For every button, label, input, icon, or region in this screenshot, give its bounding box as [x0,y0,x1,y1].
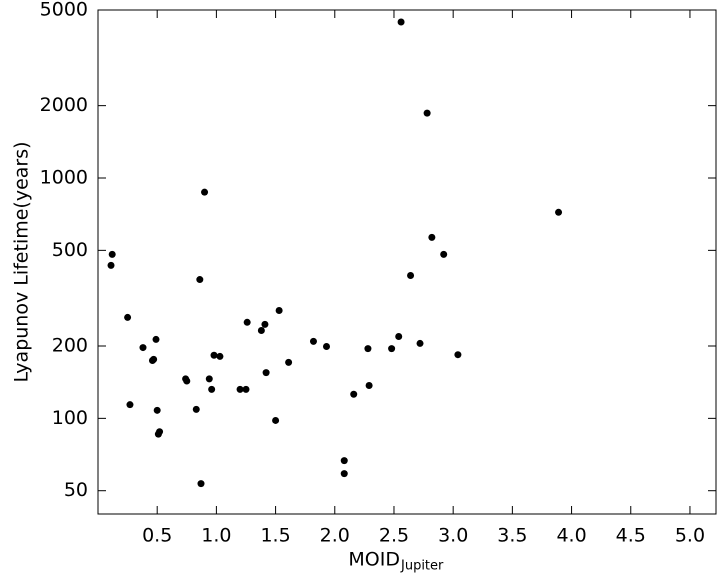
x-tick-label: 1.0 [201,525,231,547]
x-tick-label: 1.5 [260,525,290,547]
scatter-point [454,351,462,359]
x-tick-label: 4.0 [556,525,586,547]
scatter-point [150,355,158,363]
scatter-point [395,333,403,341]
y-tick-label: 1000 [40,167,88,189]
scatter-point [555,208,563,216]
scatter-point [152,335,160,343]
scatter-point [156,428,164,436]
scatter-point [153,406,161,414]
y-tick-label: 50 [64,479,88,501]
scatter-point [197,480,205,488]
scatter-point [210,351,218,359]
y-tick-label: 200 [52,335,88,357]
scatter-point [205,375,213,383]
x-tick-label: 4.5 [616,525,646,547]
scatter-point [423,109,431,117]
scatter-point [196,276,204,284]
scatter-point [236,385,244,393]
scatter-point [108,250,116,258]
scatter-point [340,457,348,465]
x-tick-label: 3.5 [497,525,527,547]
x-axis-label-subscript: Jupiter [400,559,444,574]
scatter-point [407,271,415,279]
y-tick-label: 5000 [40,0,88,21]
scatter-point [262,369,270,377]
scatter-point [416,339,424,347]
scatter-point [440,250,448,258]
x-tick-label: 2.0 [320,525,350,547]
scatter-point [216,352,224,360]
plot-frame [97,9,717,515]
scatter-point [275,307,283,315]
scatter-point [192,405,200,413]
scatter-point [183,377,191,385]
scatter-point [243,318,251,326]
scatter-point [257,327,265,335]
x-tick-label: 0.5 [142,525,172,547]
x-axis-label: MOID [348,549,400,571]
y-tick-label: 500 [52,239,88,261]
scatter-point [208,385,216,393]
scatter-point [322,343,330,351]
scatter-point [126,401,134,409]
scatter-point [365,381,373,389]
scatter-point [107,261,115,269]
scatter-point [272,416,280,424]
y-tick-label: 100 [52,407,88,429]
y-axis-label: Lyapunov Lifetime(years) [11,141,33,382]
x-tick-label: 2.5 [379,525,409,547]
scatter-point [364,345,372,353]
scatter-point [309,337,317,345]
x-tick-label: 3.0 [438,525,468,547]
scatter-point [397,18,405,26]
scatter-point [388,345,396,353]
scatter-point [285,358,293,366]
scatter-point [350,390,358,398]
scatter-point [428,233,436,241]
scatter-point [201,188,209,196]
scatter-point [139,344,147,352]
x-tick-label: 5.0 [675,525,705,547]
y-tick-label: 2000 [40,94,88,116]
scatter-point [124,313,132,321]
scatter-point [340,470,348,478]
scatter-point [261,320,269,328]
scatter-point [242,385,250,393]
